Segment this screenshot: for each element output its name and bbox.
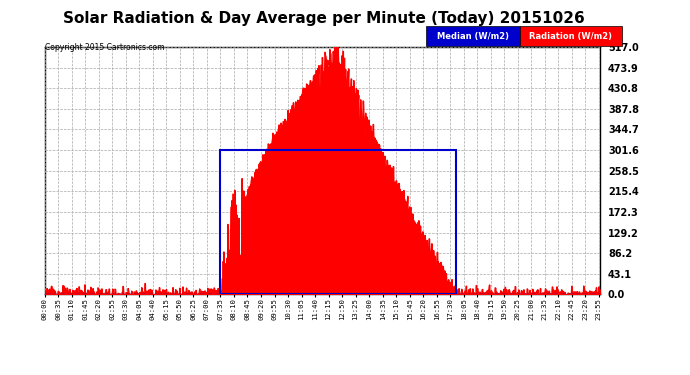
Text: Median (W/m2): Median (W/m2) [437, 32, 509, 40]
Text: Radiation (W/m2): Radiation (W/m2) [529, 32, 612, 40]
Text: Copyright 2015 Cartronics.com: Copyright 2015 Cartronics.com [45, 43, 164, 52]
Text: Solar Radiation & Day Average per Minute (Today) 20151026: Solar Radiation & Day Average per Minute… [63, 11, 585, 26]
Bar [221, 150, 456, 294]
